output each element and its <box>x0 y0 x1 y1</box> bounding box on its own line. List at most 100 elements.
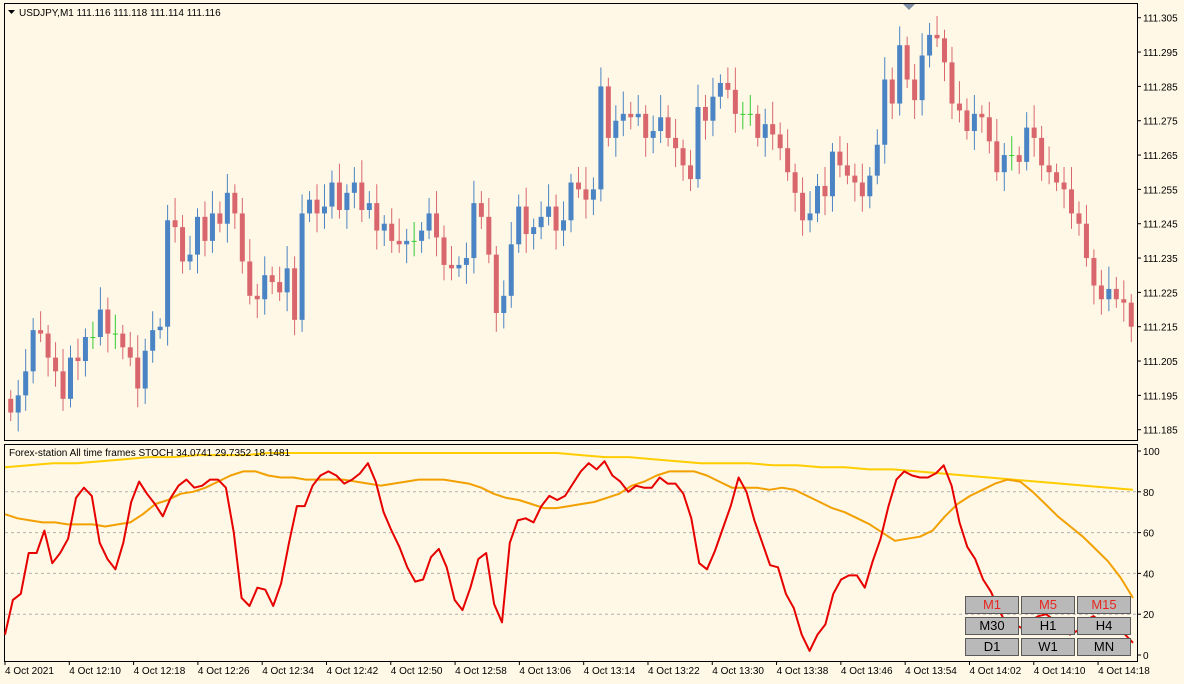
candle-body <box>874 144 880 176</box>
candle-body <box>172 220 178 228</box>
time-label: 4 Oct 12:18 <box>134 666 186 677</box>
timeframe-button-w1[interactable]: W1 <box>1021 638 1075 656</box>
candle-body <box>844 165 850 176</box>
candle-body <box>105 309 111 334</box>
candle-body <box>994 141 1000 173</box>
candle-body <box>374 203 380 231</box>
stoch-label: 40 <box>1143 569 1155 580</box>
candle-body <box>404 240 410 245</box>
stoch-label: 80 <box>1143 488 1155 499</box>
candle-body <box>411 240 417 242</box>
time-label: 4 Oct 13:22 <box>648 666 700 677</box>
candle-body <box>478 203 484 217</box>
timeframe-button-m30[interactable]: M30 <box>965 617 1019 635</box>
stoch-lines <box>4 452 1134 652</box>
candle-body <box>209 213 215 241</box>
price-label: 111.265 <box>1143 151 1178 162</box>
time-label: 4 Oct 14:02 <box>969 666 1021 677</box>
price-label: 111.205 <box>1143 357 1178 368</box>
timeframe-button-d1[interactable]: D1 <box>965 638 1019 656</box>
candle-body <box>471 203 477 259</box>
candle-body <box>336 182 342 210</box>
candle-body <box>8 398 14 413</box>
chart-menu-arrow-icon[interactable] <box>8 10 15 14</box>
stoch-title: Forex-station All time frames STOCH 34.0… <box>9 448 291 459</box>
candle-body <box>434 213 440 238</box>
candle-body <box>1098 285 1104 300</box>
candle-body <box>688 165 694 180</box>
candle-body <box>792 172 798 193</box>
candle-body <box>1039 137 1045 166</box>
candle-body <box>232 192 238 214</box>
timeframe-button-h1[interactable]: H1 <box>1021 617 1075 635</box>
candle-body <box>75 357 81 362</box>
stoch-panel[interactable] <box>4 444 1138 662</box>
candle-body <box>135 357 141 389</box>
candle-body <box>1024 127 1030 162</box>
candle-body <box>725 82 731 90</box>
candle-body <box>150 330 156 351</box>
candle-body <box>1076 213 1082 224</box>
candle-body <box>97 309 103 338</box>
candle-body <box>717 82 723 97</box>
candle-body <box>1128 302 1134 327</box>
candle-body <box>583 189 589 200</box>
candle-body <box>426 213 432 231</box>
price-label: 111.235 <box>1143 254 1178 265</box>
price-label: 111.185 <box>1143 426 1178 437</box>
stoch-axis: 100 80 60 40 20 0 <box>1137 447 1160 662</box>
candle-body <box>673 137 679 149</box>
candlestick-series <box>8 16 1134 432</box>
candle-body <box>45 333 51 358</box>
timeframe-button-h4[interactable]: H4 <box>1077 617 1131 635</box>
candle-body <box>628 113 634 118</box>
stoch-label: 0 <box>1143 651 1149 662</box>
candle-body <box>964 110 970 132</box>
time-label: 4 Oct 14:10 <box>1034 666 1086 677</box>
timeframe-button-m1[interactable]: M1 <box>965 596 1019 614</box>
candle-body <box>448 264 454 269</box>
time-label: 4 Oct 12:34 <box>262 666 314 677</box>
candle-body <box>762 124 768 138</box>
candle-body <box>67 357 73 399</box>
candle-body <box>127 347 133 358</box>
candle-body <box>508 244 514 296</box>
price-label: 111.225 <box>1143 288 1178 299</box>
candle-body <box>979 113 985 118</box>
candle-body <box>658 117 664 132</box>
candle-body <box>344 192 350 210</box>
candle-body <box>247 261 253 296</box>
candle-body <box>493 254 499 313</box>
candle-body <box>501 295 507 313</box>
stoch-label: 100 <box>1143 447 1160 458</box>
candle-body <box>381 223 387 231</box>
candle-body <box>815 185 821 214</box>
candle-body <box>321 206 327 214</box>
candle-body <box>187 254 193 262</box>
candle-body <box>307 199 313 214</box>
price-label: 111.285 <box>1143 82 1178 93</box>
candle-body <box>934 34 940 39</box>
candle-body <box>740 113 746 115</box>
time-label: 4 Oct 12:10 <box>69 666 121 677</box>
candle-body <box>561 220 567 231</box>
chart-shift-marker-icon[interactable] <box>903 4 915 10</box>
candle-body <box>546 206 552 217</box>
timeframe-button-m15[interactable]: M15 <box>1077 596 1131 614</box>
timeframe-button-m5[interactable]: M5 <box>1021 596 1075 614</box>
price-panel[interactable] <box>4 3 1138 441</box>
candle-body <box>120 333 126 348</box>
time-label: 4 Oct 13:14 <box>584 666 636 677</box>
timeframe-button-mn[interactable]: MN <box>1077 638 1131 656</box>
candle-body <box>732 89 738 114</box>
candle-body <box>531 227 537 235</box>
price-label: 111.305 <box>1143 14 1178 25</box>
candle-body <box>180 227 186 262</box>
stoch-label: 60 <box>1143 529 1155 540</box>
price-label: 111.245 <box>1143 220 1178 231</box>
candle-body <box>112 333 118 335</box>
candle-body <box>942 38 948 63</box>
candle-body <box>194 216 200 255</box>
